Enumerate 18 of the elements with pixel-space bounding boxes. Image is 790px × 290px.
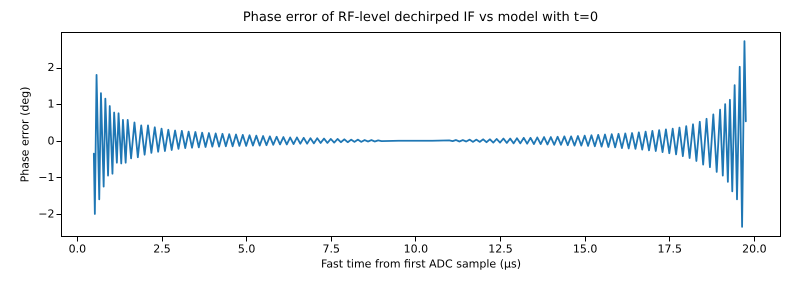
y-axis-title: Phase error (deg) <box>18 86 32 182</box>
x-axis-title: Fast time from first ADC sample (µs) <box>320 258 522 270</box>
y-tick-label: −1 <box>38 170 54 184</box>
x-tick-label: 17.5 <box>658 242 682 256</box>
line-series <box>92 40 747 228</box>
chart-title: Phase error of RF-level dechirped IF vs model with t=0 <box>242 10 598 25</box>
x-tick-label: 12.5 <box>488 242 513 256</box>
y-tick-label: 1 <box>48 98 54 111</box>
x-tick-label: 20.0 <box>742 242 767 256</box>
x-tick-label: 15.0 <box>572 242 598 256</box>
x-tick-label: 0.0 <box>68 242 86 256</box>
y-tick-label: −2 <box>38 208 54 221</box>
y-tick-label: 0 <box>48 134 54 148</box>
x-tick-label: 2.5 <box>153 242 171 256</box>
x-tick-label: 5.0 <box>238 242 256 256</box>
x-tick-label: 10.0 <box>404 242 428 256</box>
x-tick-label: 7.5 <box>322 242 340 256</box>
y-tick-label: 2 <box>48 61 54 74</box>
